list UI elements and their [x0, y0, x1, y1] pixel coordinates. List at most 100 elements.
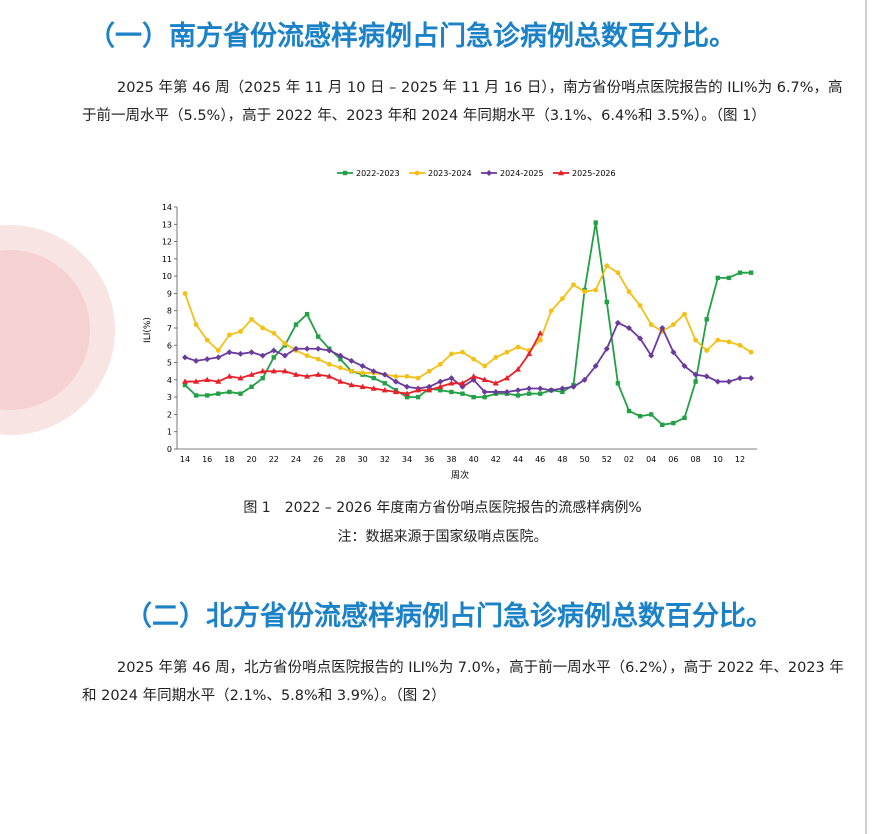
- point: [626, 325, 632, 331]
- point: [348, 381, 355, 388]
- point: [715, 275, 720, 281]
- point: [537, 337, 543, 343]
- point: [227, 332, 232, 338]
- x-tick-label: 24: [291, 455, 301, 464]
- point: [693, 337, 698, 343]
- series-line: [184, 264, 752, 380]
- legend-label: 2023-2024: [428, 169, 472, 178]
- point: [326, 373, 333, 379]
- point: [671, 420, 676, 426]
- point: [342, 170, 348, 176]
- y-tick-label: 5: [167, 359, 172, 368]
- y-tick-label: 14: [162, 203, 172, 212]
- point: [370, 385, 377, 391]
- point: [482, 363, 488, 369]
- point: [460, 349, 465, 355]
- point: [492, 380, 499, 386]
- point: [614, 319, 621, 326]
- point: [193, 357, 200, 364]
- y-tick-label: 4: [167, 376, 172, 385]
- point: [271, 330, 277, 336]
- point: [304, 373, 311, 379]
- point: [538, 391, 543, 396]
- point: [349, 368, 354, 374]
- y-tick-label: 8: [167, 307, 172, 316]
- y-tick-label: 6: [167, 341, 172, 350]
- point: [359, 383, 366, 389]
- paragraph: 2025 年第 46 周（2025 年 11 月 10 日 – 2025 年 1…: [82, 80, 843, 124]
- point: [725, 378, 732, 385]
- y-tick-label: 3: [167, 393, 172, 402]
- point: [204, 337, 210, 343]
- point: [437, 361, 443, 367]
- point: [293, 322, 299, 327]
- point: [216, 391, 221, 396]
- point: [193, 322, 199, 327]
- point: [326, 361, 332, 367]
- point: [226, 373, 233, 379]
- point: [215, 348, 221, 353]
- point: [414, 170, 420, 176]
- legend-label: 2025-2026: [572, 169, 616, 178]
- point: [581, 376, 588, 383]
- point: [338, 365, 343, 371]
- point: [215, 354, 222, 361]
- point: [238, 329, 243, 334]
- point: [260, 375, 265, 381]
- point: [748, 270, 754, 275]
- point: [348, 357, 355, 364]
- point: [737, 375, 743, 382]
- point: [237, 374, 244, 381]
- x-tick-label: 26: [313, 455, 323, 464]
- x-tick-label: 48: [557, 455, 567, 464]
- point: [648, 322, 654, 327]
- point: [715, 337, 721, 343]
- x-tick-label: 28: [335, 455, 345, 464]
- x-tick-label: 16: [202, 455, 212, 464]
- point: [582, 289, 587, 295]
- point: [471, 356, 476, 362]
- y-tick-label: 10: [162, 272, 172, 281]
- point: [337, 378, 344, 384]
- point: [304, 345, 311, 352]
- y-tick-label: 0: [167, 445, 172, 454]
- y-tick-label: 9: [167, 289, 172, 298]
- point: [486, 170, 492, 176]
- point: [649, 412, 654, 417]
- point: [392, 388, 399, 395]
- point: [293, 371, 299, 377]
- point: [370, 368, 377, 375]
- x-tick-label: 42: [491, 455, 501, 464]
- point: [426, 387, 433, 393]
- point: [238, 391, 243, 396]
- x-tick-label: 20: [247, 455, 257, 464]
- point: [604, 263, 610, 269]
- point: [381, 387, 388, 393]
- point: [304, 353, 310, 359]
- point: [603, 345, 610, 352]
- point: [537, 329, 544, 336]
- point: [315, 371, 322, 377]
- point: [226, 349, 233, 356]
- point: [438, 388, 443, 393]
- x-tick-label: 22: [269, 455, 279, 464]
- point: [205, 393, 210, 398]
- point: [304, 311, 310, 317]
- point: [315, 356, 321, 362]
- point: [515, 393, 521, 398]
- point: [748, 349, 754, 355]
- point: [493, 354, 499, 360]
- point: [182, 291, 188, 296]
- point: [459, 380, 466, 386]
- point: [637, 335, 644, 342]
- heading: （二）北方省份流感样病例占门急诊病例总数百分比。: [125, 601, 773, 632]
- paragraph: 2025 年第 46 周，北方省份哨点医院报告的 ILI%为 7.0%，高于前一…: [82, 660, 844, 704]
- x-tick-label: 08: [691, 455, 701, 464]
- point: [548, 308, 554, 314]
- point: [448, 375, 455, 382]
- point: [259, 368, 266, 374]
- y-tick-label: 1: [167, 428, 172, 437]
- y-tick-label: 11: [162, 255, 172, 264]
